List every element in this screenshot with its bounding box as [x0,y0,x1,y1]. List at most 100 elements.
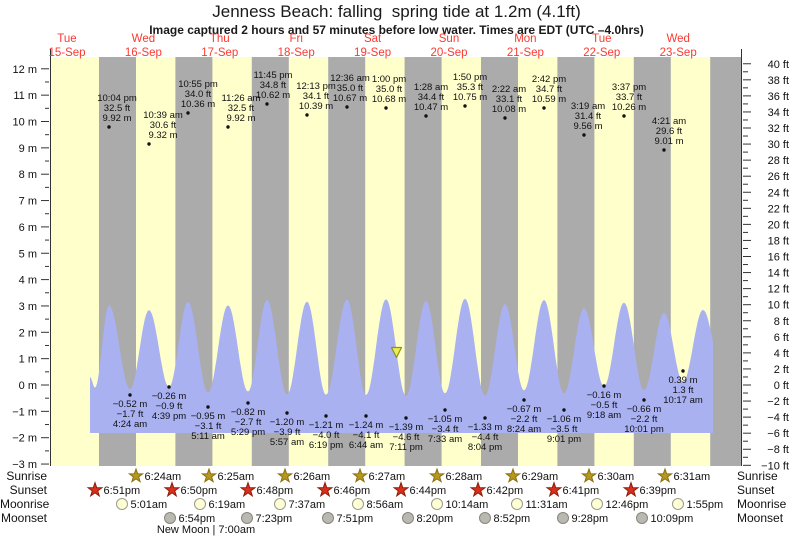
sunset-time: 6:46pm [334,485,371,497]
high-tide-label-line: 34.4 ft [418,92,445,103]
y-axis-right-tick-label: 14 ft [768,268,789,280]
high-tide-label-line: 10:55 pm [178,79,218,90]
high-tide-label-line: 30.6 ft [150,120,177,131]
high-tide-dot [265,102,269,106]
low-tide-annotation: −1.33 m−4.4 ft8:04 pm [468,416,502,453]
day-date: 20-Sep [430,47,467,59]
y-axis-right-tick-label: 22 ft [768,203,789,215]
low-tide-dot [681,369,685,373]
page-title: Jenness Beach: falling spring tide at 1.… [212,2,581,21]
low-tide-annotation: −0.26 m−0.9 ft4:39 pm [152,385,187,422]
y-axis-right-tick-label: 6 ft [774,332,789,344]
y-axis-left-tick-label: −3 m [12,459,37,471]
high-tide-dot [424,114,428,118]
sunset-star-icon [316,481,334,498]
moonset-time: 8:20pm [417,513,454,525]
high-tide-label-line: 10.36 m [181,99,215,110]
high-tide-label-line: 10.26 m [612,102,646,113]
day-date: 23-Sep [660,47,697,59]
row-label-sunset-left: Sunset [9,483,47,497]
day-headers: Tue 15-Sep Wed 16-Sep Thu 17-Sep Fri 18-Sep Sat 1… [48,33,696,59]
high-tide-label-line: 10.39 m [299,101,333,112]
high-tide-dot [463,104,467,108]
low-tide-label-line: 7:11 pm [389,442,423,453]
high-tide-label-line: 35.3 ft [457,82,484,93]
sunrise-star-icon [428,467,446,483]
almanac-row-sunrise: 6:24am 6:25am 6:26am 6:27am 6:28am 6:29am 6:30… [127,467,710,483]
y-axis-right-tick-label: −4 ft [767,412,789,424]
y-axis-right-tick-label: 24 ft [768,187,789,199]
low-tide-label-line: −1.05 m [428,414,463,425]
high-tide-dot [226,125,230,129]
day-date: 22-Sep [583,47,620,59]
moonset-icon [479,512,491,524]
high-tide-label-line: 3:19 am [571,101,605,112]
sunset-star-icon [163,481,181,498]
y-axis-left-tick-label: 1 m [19,354,37,366]
high-tide-label-line: 32.5 ft [104,103,131,114]
low-tide-label-line: −0.26 m [152,391,187,402]
y-axis-left-tick-label: 0 m [19,380,37,392]
high-tide-label-line: 10.68 m [372,94,406,105]
y-axis-left-tick-label: −2 m [12,433,37,445]
moonrise-time: 7:37am [289,499,326,511]
low-tide-dot [404,416,408,420]
moonset-time: 7:51pm [337,513,374,525]
day-date: 15-Sep [48,47,85,59]
sunset-star-icon [392,481,410,498]
sunrise-time: 6:29am [522,471,559,483]
low-tide-label-line: −3.4 ft [432,424,459,435]
moonset-time: 6:54pm [179,513,216,525]
y-axis-right-tick-label: 4 ft [774,348,789,360]
y-axis-right-tick-label: 32 ft [768,123,789,135]
day-name: Thu [210,33,230,45]
tide-curve-area [90,298,713,433]
day-date: 21-Sep [507,47,544,59]
y-axis-left-tick-label: 9 m [19,143,37,155]
low-tide-label-line: −0.66 m [627,404,662,415]
high-tide-label-line: 11:45 pm [254,70,293,81]
sunset-time: 6:50pm [181,485,218,497]
high-tide-label-line: 35.0 ft [337,83,364,94]
low-tide-annotation: −1.20 m−3.9 ft5:57 am [270,411,304,448]
y-axis-right-tick-label: 26 ft [768,171,789,183]
day-date: 17-Sep [201,47,238,59]
moonrise-time: 8:56am [367,499,404,511]
y-axis-left-tick-label: 11 m [13,90,37,102]
high-tide-label-line: 9.56 m [573,121,602,132]
sunrise-time: 6:25am [218,471,255,483]
high-tide-label-line: 10.47 m [414,102,448,113]
y-axis-left-tick-label: −1 m [12,406,37,418]
y-axis-right-tick-label: 36 ft [768,91,789,103]
moonset-time: 10:09pm [651,513,694,525]
high-tide-dot [622,114,626,118]
y-axis-left-tick-label: 7 m [19,196,37,208]
moonrise-icon [591,498,603,510]
low-tide-label-line: 1.3 ft [672,385,693,396]
high-tide-label-line: 12:13 pm [296,81,336,92]
moonset-icon [636,512,648,524]
sunrise-time: 6:30am [598,471,635,483]
low-tide-label-line: 8:24 am [507,424,541,435]
moonset-time: 7:23pm [256,513,293,525]
high-tide-label-line: 34.1 ft [303,91,330,102]
low-tide-label-line: 4:24 am [113,419,147,430]
row-label-sunrise-right: Sunrise [737,469,778,483]
sunset-time: 6:39pm [640,485,677,497]
y-axis-right-tick-label: 16 ft [768,252,789,264]
sunrise-star-icon [580,467,598,483]
y-axis-left-tick-label: 2 m [19,327,37,339]
y-axis-right-tick-label: −10 ft [761,460,789,472]
low-tide-dot [642,398,646,402]
sunrise-time: 6:28am [446,471,483,483]
high-tide-label-line: 10:04 pm [97,93,137,104]
high-tide-label-line: 34.7 ft [536,84,563,95]
almanac-rows: 6:24am 6:25am 6:26am 6:27am 6:28am 6:29am 6:30… [86,467,723,525]
